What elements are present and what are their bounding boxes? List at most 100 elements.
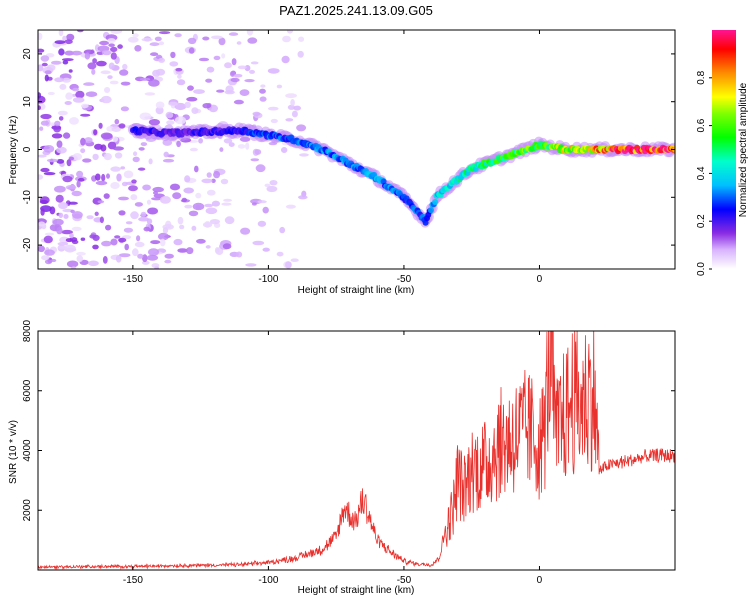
noise-blob (298, 195, 308, 200)
noise-blob (291, 110, 298, 118)
noise-blob (282, 35, 291, 43)
noise-blob (298, 36, 305, 42)
noise-blob (173, 238, 183, 246)
noise-blob (103, 153, 112, 161)
noise-blob (202, 103, 212, 109)
noise-blob (231, 58, 237, 66)
noise-blob (64, 50, 75, 56)
x-tick-label: -150 (123, 274, 143, 285)
noise-blob (146, 218, 153, 225)
noise-blob (119, 69, 129, 76)
noise-blob (174, 33, 182, 38)
noise-blob (49, 206, 56, 215)
noise-blob (179, 224, 185, 230)
noise-blob (250, 158, 260, 162)
noise-blob (245, 142, 250, 150)
noise-blob (155, 106, 164, 115)
noise-blob (86, 215, 94, 220)
noise-blob (69, 117, 79, 125)
noise-blob (64, 244, 76, 253)
noise-blob (181, 197, 187, 203)
noise-blob (165, 111, 174, 119)
noise-blob (107, 75, 113, 79)
noise-blob (77, 177, 85, 182)
noise-blob (96, 60, 107, 67)
noise-blob (237, 144, 246, 149)
noise-blob (58, 116, 64, 121)
noise-blob (114, 152, 123, 159)
noise-blob (110, 182, 120, 189)
noise-blob (281, 147, 288, 153)
noise-blob (246, 30, 254, 36)
snr-series-line (38, 331, 675, 570)
snr-x-ticks: -150 -100 -50 0 (123, 331, 543, 586)
ridge-core (422, 219, 429, 226)
noise-blob (225, 85, 234, 93)
noise-blob (40, 113, 52, 120)
noise-blob (237, 65, 247, 70)
x-tick-label: -50 (397, 575, 412, 586)
noise-blob (69, 233, 74, 239)
noise-blob (120, 81, 131, 86)
noise-blob (114, 118, 120, 125)
noise-blob (58, 48, 65, 56)
noise-blob (184, 101, 191, 109)
noise-blob (269, 180, 278, 186)
noise-blob (244, 79, 255, 83)
noise-blob (166, 120, 175, 125)
noise-blob (209, 219, 220, 225)
noise-blob (247, 37, 258, 44)
noise-blob (146, 254, 159, 261)
noise-blob (264, 183, 271, 188)
noise-blob (193, 89, 205, 94)
noise-blob (221, 53, 226, 59)
noise-blob (77, 30, 84, 33)
noise-blob (120, 166, 125, 170)
noise-blob (49, 122, 56, 127)
noise-blob (177, 248, 188, 253)
noise-blob (114, 235, 121, 239)
noise-blob (65, 92, 73, 100)
noise-blob (223, 138, 233, 144)
noise-blob (43, 235, 53, 244)
chart-title: PAZ1.2025.241.13.09.G05 (279, 3, 433, 18)
noise-blob (112, 136, 119, 143)
noise-blob (158, 57, 166, 63)
noise-blob (108, 43, 115, 47)
noise-blob (43, 145, 55, 153)
noise-blob (267, 68, 280, 74)
ridge-core (432, 199, 439, 205)
noise-blob (249, 69, 255, 74)
noise-blob (155, 101, 165, 109)
noise-blob (137, 167, 146, 171)
noise-blob (220, 178, 229, 185)
noise-blob (62, 77, 71, 83)
noise-blob (123, 170, 134, 179)
noise-blob (68, 156, 75, 161)
noise-blob (177, 74, 182, 79)
noise-blob (223, 198, 233, 202)
noise-blob (58, 212, 64, 218)
noise-blob (54, 40, 66, 44)
noise-blob (85, 91, 98, 97)
noise-blob (162, 227, 169, 234)
noise-blob (80, 237, 86, 241)
noise-blob (132, 33, 139, 38)
noise-blob (142, 184, 152, 191)
y-tick-label: 10 (22, 96, 33, 108)
noise-blob (186, 247, 194, 255)
noise-blob (71, 226, 82, 232)
noise-blob (148, 119, 160, 126)
noise-blob (262, 247, 270, 252)
noise-blob (40, 120, 50, 126)
noise-blob (38, 245, 45, 253)
noise-blob (44, 259, 53, 265)
noise-blob (71, 266, 77, 269)
noise-blob (184, 204, 193, 209)
spectrogram-ridge (127, 122, 675, 228)
noise-blob (155, 68, 166, 76)
noise-blob (202, 222, 213, 228)
noise-blob (262, 206, 269, 214)
noise-blob (279, 226, 286, 234)
noise-blob (175, 67, 183, 72)
